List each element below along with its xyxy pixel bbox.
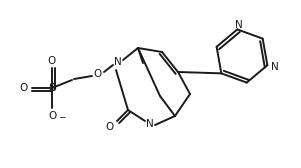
Text: O: O: [20, 83, 28, 93]
Text: O: O: [106, 122, 114, 132]
Text: −: −: [58, 113, 66, 121]
Text: N: N: [235, 20, 243, 30]
Text: N: N: [272, 62, 279, 72]
Text: S: S: [48, 83, 56, 93]
Text: O: O: [94, 69, 102, 79]
Text: N: N: [146, 119, 154, 129]
Text: O: O: [48, 56, 56, 66]
Text: N: N: [114, 57, 122, 67]
Text: O: O: [49, 111, 57, 121]
